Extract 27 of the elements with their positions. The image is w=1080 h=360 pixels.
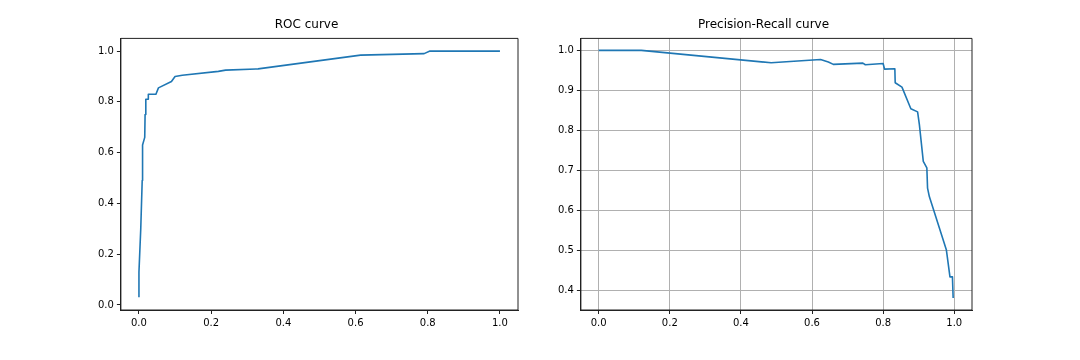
y-tick-label: 0.9 [558, 83, 574, 95]
y-tick-label: 0.0 [98, 298, 114, 310]
chart-title: Precision-Recall curve [697, 17, 830, 32]
y-tick-label: 0.8 [558, 123, 574, 135]
chart-title: ROC curve [274, 17, 339, 32]
x-tick-label: 0.4 [732, 316, 749, 328]
y-tick-label: 0.2 [98, 247, 114, 259]
y-tick-label: 0.6 [98, 146, 114, 158]
y-tick-label: 0.4 [98, 196, 114, 208]
x-tick-label: 0.4 [275, 316, 292, 328]
x-tick-label: 0.8 [419, 316, 436, 328]
y-tick-label: 1.0 [558, 43, 574, 55]
x-tick-label: 0.0 [131, 316, 147, 328]
x-tick-label: 0.0 [590, 316, 607, 328]
x-tick-label: 0.6 [804, 316, 820, 328]
x-tick-label: 0.2 [661, 316, 678, 328]
y-tick-label: 1.0 [98, 44, 114, 56]
x-tick-label: 0.6 [347, 316, 364, 328]
y-tick-label: 0.7 [558, 163, 574, 175]
x-tick-label: 0.2 [203, 316, 220, 328]
y-tick-label: 0.4 [558, 283, 574, 295]
x-tick-label: 1.0 [492, 316, 508, 328]
y-tick-label: 0.6 [558, 203, 574, 215]
x-tick-label: 1.0 [946, 316, 963, 328]
y-tick-label: 0.8 [98, 95, 114, 107]
x-tick-label: 0.8 [875, 316, 892, 328]
y-tick-label: 0.5 [558, 243, 574, 255]
